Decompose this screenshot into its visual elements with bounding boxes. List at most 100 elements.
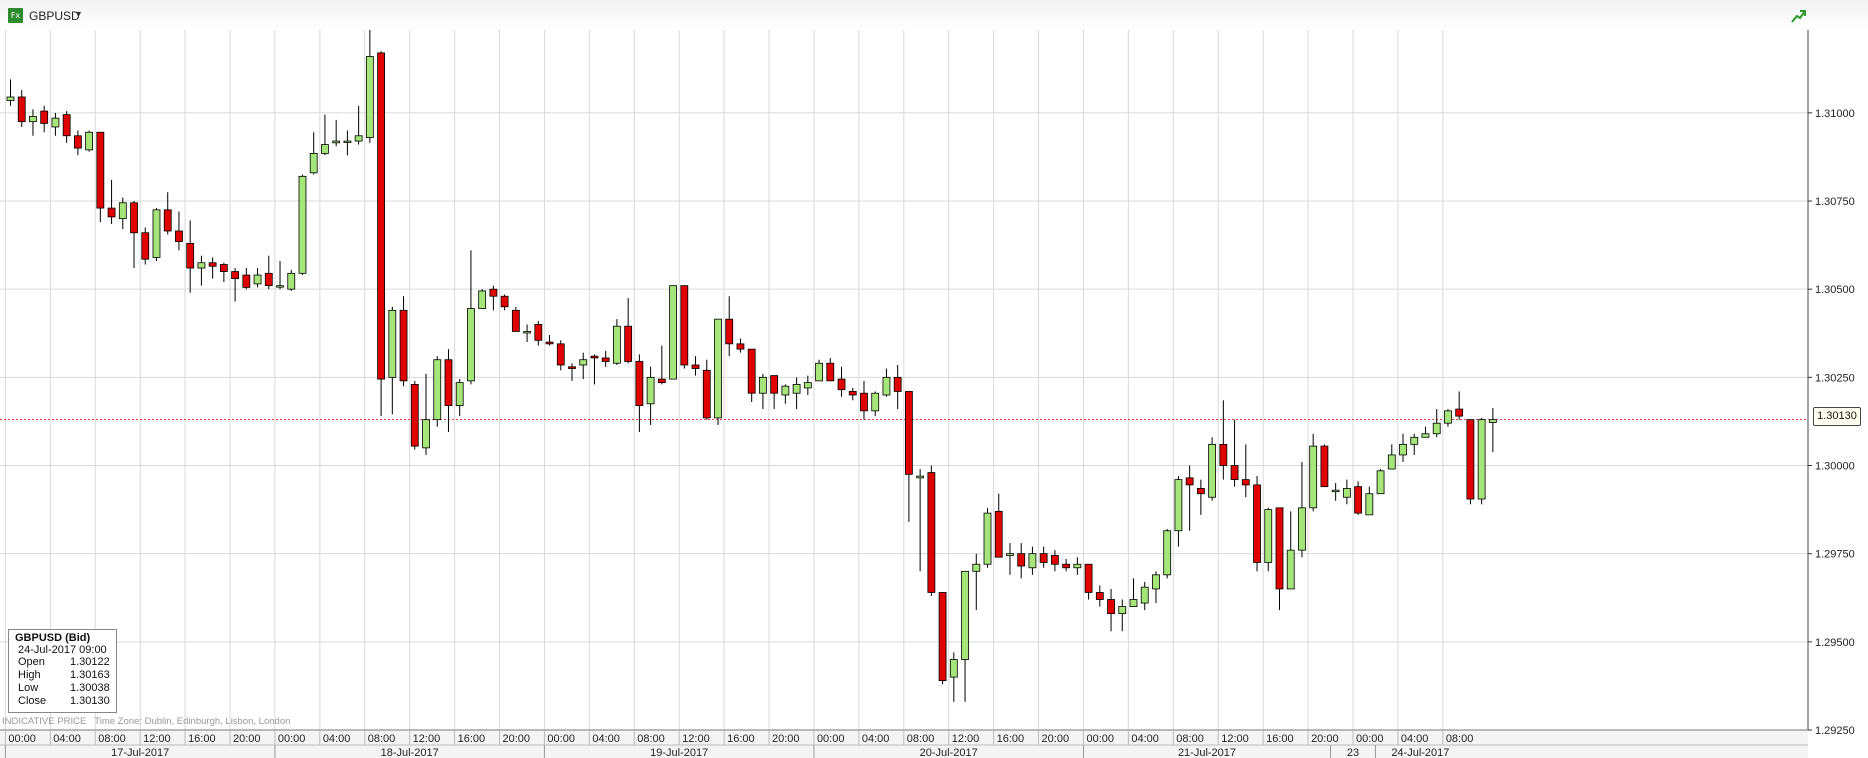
candle-body <box>118 202 127 220</box>
candle-body <box>1050 555 1059 565</box>
candle-up <box>1286 511 1295 590</box>
candle-body <box>848 391 857 396</box>
candle-up <box>29 109 37 136</box>
candle-up <box>1342 479 1351 505</box>
caret-down-icon[interactable]: ▼ <box>74 9 83 19</box>
candle-down <box>500 294 509 311</box>
candle-body <box>994 510 1003 558</box>
candle-body <box>1410 436 1419 445</box>
candle-up <box>478 289 487 309</box>
info-label: Low <box>18 682 39 694</box>
candle-up <box>523 324 531 343</box>
candle-up <box>1365 486 1374 516</box>
candle-up <box>1118 599 1127 632</box>
candle-down <box>1455 391 1464 420</box>
candle-up <box>961 570 969 702</box>
info-date: 24-Jul-2017 09:00 <box>18 644 107 656</box>
candle-body <box>186 242 195 269</box>
time-tick-label: 04:00 <box>592 733 620 745</box>
candle-down <box>848 387 857 401</box>
candle-down <box>927 465 936 596</box>
candle-down <box>691 356 700 376</box>
time-tick-label: 16:00 <box>997 733 1025 745</box>
candle-up <box>803 375 812 395</box>
candle-body <box>1185 477 1194 486</box>
candle-body <box>73 135 82 149</box>
candle-up <box>1163 528 1172 579</box>
candle-down <box>601 350 610 367</box>
candle-body <box>511 309 520 332</box>
candle-body <box>130 202 138 234</box>
candle-up <box>972 553 981 611</box>
candle-up <box>332 119 341 147</box>
ohlc-info-box: GBPUSD (Bid) 24-Jul-2017 09:00 Open 1.301… <box>8 629 117 713</box>
time-tick-label: 04:00 <box>1401 733 1429 745</box>
candle-body <box>624 325 633 362</box>
candle-body <box>1455 408 1464 417</box>
trend-up-icon[interactable] <box>1791 8 1807 24</box>
candle-body <box>635 361 644 406</box>
candle-body <box>1298 507 1306 551</box>
price-tick-label: 1.29250 <box>1815 725 1855 737</box>
info-row-close: Close 1.30130 <box>15 695 110 708</box>
candle-up <box>1309 433 1318 512</box>
candle-body <box>489 288 498 297</box>
candle-up <box>1432 409 1441 438</box>
candle-body <box>455 382 464 406</box>
candle-body <box>107 207 116 218</box>
candle-body <box>972 563 981 572</box>
candle-body <box>1264 509 1273 563</box>
candle-body <box>1286 549 1295 590</box>
candle-up <box>983 507 992 568</box>
candle-body <box>332 140 341 144</box>
day-label: 21-Jul-2017 <box>1178 747 1236 758</box>
price-tick-label: 1.30750 <box>1815 196 1855 208</box>
time-tick-label: 08:00 <box>98 733 126 745</box>
candle-down <box>938 592 947 685</box>
day-label: 18-Jul-2017 <box>381 747 439 758</box>
candle-body <box>365 56 374 138</box>
candle-body <box>141 232 150 260</box>
candle-down <box>186 220 195 293</box>
candle-body <box>579 359 588 366</box>
price-tick-label: 1.30500 <box>1815 284 1855 296</box>
candle-down <box>1320 444 1329 488</box>
candle-down <box>736 338 745 353</box>
candle-body <box>62 114 71 137</box>
candle-down <box>1084 563 1093 600</box>
candle-down <box>1050 550 1059 572</box>
candle-up <box>1028 546 1037 575</box>
candle-body <box>1208 443 1217 498</box>
candle-up <box>51 112 60 136</box>
candle-up <box>1376 469 1385 495</box>
candle-up <box>1129 578 1138 607</box>
candle-up <box>197 255 206 286</box>
candle-body <box>444 359 453 406</box>
candle-down <box>680 285 689 369</box>
symbol-selector[interactable]: GBPUSD <box>29 9 80 23</box>
candle-down <box>1017 543 1026 579</box>
time-tick-label: 08:00 <box>1176 733 1204 745</box>
candle-up <box>1174 476 1183 547</box>
candle-up <box>1444 409 1452 427</box>
candle-body <box>882 376 891 396</box>
candle-down <box>837 366 846 397</box>
candle-down <box>826 357 835 382</box>
candle-body <box>500 295 509 308</box>
time-tick-label: 00:00 <box>817 733 845 745</box>
time-tick-label: 08:00 <box>1446 733 1474 745</box>
candle-up <box>646 366 655 425</box>
candle-up <box>1264 507 1273 572</box>
candle-up <box>388 306 397 415</box>
time-tick-label: 04:00 <box>323 733 351 745</box>
candle-down <box>219 262 228 283</box>
candle-body <box>534 324 543 341</box>
time-tick-label: 04:00 <box>53 733 81 745</box>
candle-body <box>96 131 105 209</box>
candle-body <box>837 378 846 391</box>
candle-body <box>422 419 430 449</box>
candle-up <box>1399 433 1407 462</box>
candle-body <box>40 110 49 124</box>
candle-down <box>73 130 82 156</box>
